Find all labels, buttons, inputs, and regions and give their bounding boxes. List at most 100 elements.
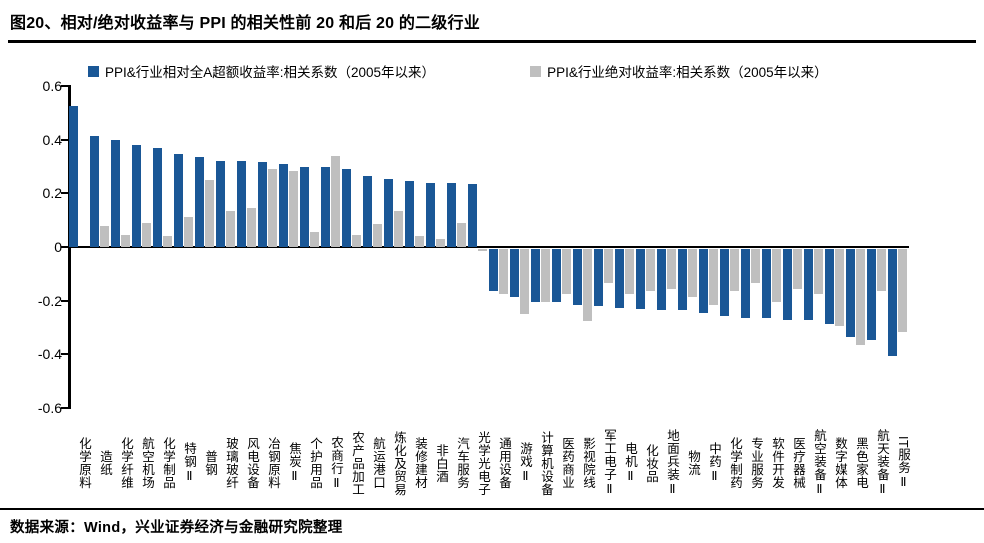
x-axis-label: 非白酒 bbox=[434, 443, 448, 483]
x-axis-label: 炼化及贸易 bbox=[392, 430, 406, 496]
x-axis-label: 军工电子Ⅱ bbox=[602, 429, 616, 497]
bar-absolute-correlation bbox=[772, 248, 781, 303]
bar-relative-correlation bbox=[720, 248, 729, 316]
bar-absolute-correlation bbox=[205, 179, 214, 247]
bar-relative-correlation bbox=[279, 163, 288, 247]
x-axis-label: IT服务Ⅱ bbox=[896, 436, 910, 490]
bar-relative-correlation bbox=[762, 248, 771, 319]
bar-absolute-correlation bbox=[394, 210, 403, 247]
y-axis-tick bbox=[61, 353, 68, 356]
bar-absolute-correlation bbox=[436, 238, 445, 247]
bar-absolute-correlation bbox=[835, 248, 844, 327]
bar-relative-correlation bbox=[846, 248, 855, 338]
bar-absolute-correlation bbox=[268, 169, 277, 247]
x-axis-label: 焦炭Ⅱ bbox=[287, 442, 301, 484]
bar-absolute-correlation bbox=[121, 234, 130, 247]
x-axis-label: 游戏Ⅱ bbox=[518, 442, 532, 484]
bar-absolute-correlation bbox=[856, 248, 865, 346]
bar-absolute-correlation bbox=[625, 248, 634, 295]
bar-relative-correlation bbox=[783, 248, 792, 320]
bar-absolute-correlation bbox=[331, 155, 340, 247]
x-axis-label: 数字媒体 bbox=[833, 437, 847, 489]
bar-absolute-correlation bbox=[541, 248, 550, 303]
bar-absolute-correlation bbox=[373, 224, 382, 247]
bar-relative-correlation bbox=[216, 161, 225, 247]
bar-absolute-correlation bbox=[184, 217, 193, 247]
bar-relative-correlation bbox=[90, 135, 99, 247]
x-axis-label: 汽车服务 bbox=[455, 437, 469, 489]
bar-absolute-correlation bbox=[814, 248, 823, 295]
bar-absolute-correlation bbox=[709, 248, 718, 305]
y-axis-tick bbox=[61, 192, 68, 195]
x-axis-label: 特钢Ⅱ bbox=[182, 442, 196, 484]
x-axis-label: 化学原料 bbox=[77, 437, 91, 489]
bar-relative-correlation bbox=[741, 248, 750, 319]
legend-item-absolute: PPI&行业绝对收益率:相关系数（2005年以来） bbox=[530, 61, 828, 81]
y-axis-label: 0.4 bbox=[42, 131, 62, 148]
x-axis-label: 物流 bbox=[686, 450, 700, 476]
bar-absolute-correlation bbox=[142, 222, 151, 247]
bar-relative-correlation bbox=[363, 175, 372, 247]
bar-absolute-correlation bbox=[877, 248, 886, 292]
bar-relative-correlation bbox=[132, 145, 141, 247]
bar-relative-correlation bbox=[174, 154, 183, 247]
y-axis-tick bbox=[61, 138, 68, 141]
bar-relative-correlation bbox=[699, 248, 708, 313]
bar-relative-correlation bbox=[804, 248, 813, 320]
y-axis-label: -0.2 bbox=[37, 292, 62, 309]
bar-relative-correlation bbox=[195, 157, 204, 247]
bar-relative-correlation bbox=[384, 178, 393, 247]
bar-relative-correlation bbox=[573, 248, 582, 305]
bar-relative-correlation bbox=[69, 106, 78, 247]
bar-relative-correlation bbox=[531, 248, 540, 303]
bar-absolute-correlation bbox=[478, 248, 487, 252]
bar-absolute-correlation bbox=[667, 248, 676, 289]
legend-label-relative: PPI&行业相对全A超额收益率:相关系数（2005年以来） bbox=[105, 65, 436, 80]
x-axis-label: 农产品加工 bbox=[350, 430, 364, 496]
data-source-note: 数据来源：Wind，兴业证券经济与金融研究院整理 bbox=[10, 520, 343, 536]
x-axis-label: 电机Ⅱ bbox=[623, 442, 637, 484]
x-axis-label: 玻璃玻纤 bbox=[224, 437, 238, 489]
bar-absolute-correlation bbox=[520, 248, 529, 315]
x-axis-label: 航运港口 bbox=[371, 437, 385, 489]
x-axis-label: 化妆品 bbox=[644, 443, 658, 483]
bar-absolute-correlation bbox=[457, 222, 466, 247]
bar-absolute-correlation bbox=[751, 248, 760, 284]
x-axis-label: 装修建材 bbox=[413, 437, 427, 489]
x-axis-label: 普钢 bbox=[203, 450, 217, 476]
title-divider bbox=[8, 40, 976, 43]
bar-relative-correlation bbox=[888, 248, 897, 356]
y-axis-tick bbox=[61, 246, 68, 248]
x-axis-label: 造纸 bbox=[98, 450, 112, 476]
y-axis-label: -0.4 bbox=[37, 346, 62, 363]
bar-absolute-correlation bbox=[730, 248, 739, 292]
bar-relative-correlation bbox=[636, 248, 645, 309]
legend-swatch-relative-icon bbox=[88, 65, 99, 77]
bar-absolute-correlation bbox=[415, 236, 424, 247]
footer-divider bbox=[0, 508, 984, 510]
bar-absolute-correlation bbox=[898, 248, 907, 332]
x-axis-label: 软件开发 bbox=[770, 437, 784, 489]
bar-absolute-correlation bbox=[289, 170, 298, 247]
x-axis-label: 影视院线 bbox=[581, 437, 595, 489]
bar-relative-correlation bbox=[258, 162, 267, 247]
bar-relative-correlation bbox=[825, 248, 834, 324]
bar-relative-correlation bbox=[615, 248, 624, 308]
bar-relative-correlation bbox=[342, 169, 351, 247]
y-axis-label: -0.6 bbox=[37, 399, 62, 416]
x-axis-label: 黑色家电 bbox=[854, 437, 868, 489]
x-axis-label: 化学制品 bbox=[161, 437, 175, 489]
bar-relative-correlation bbox=[111, 139, 120, 247]
bar-relative-correlation bbox=[489, 248, 498, 292]
bar-absolute-correlation bbox=[310, 232, 319, 247]
y-axis-label: 0.6 bbox=[42, 78, 62, 95]
x-axis-label: 冶钢原料 bbox=[266, 437, 280, 489]
x-axis-label: 航空机场 bbox=[140, 437, 154, 489]
bar-relative-correlation bbox=[300, 166, 309, 247]
y-axis-tick bbox=[61, 85, 68, 88]
bar-relative-correlation bbox=[510, 248, 519, 297]
bar-absolute-correlation bbox=[604, 248, 613, 284]
bar-relative-correlation bbox=[552, 248, 561, 303]
bar-relative-correlation bbox=[594, 248, 603, 307]
